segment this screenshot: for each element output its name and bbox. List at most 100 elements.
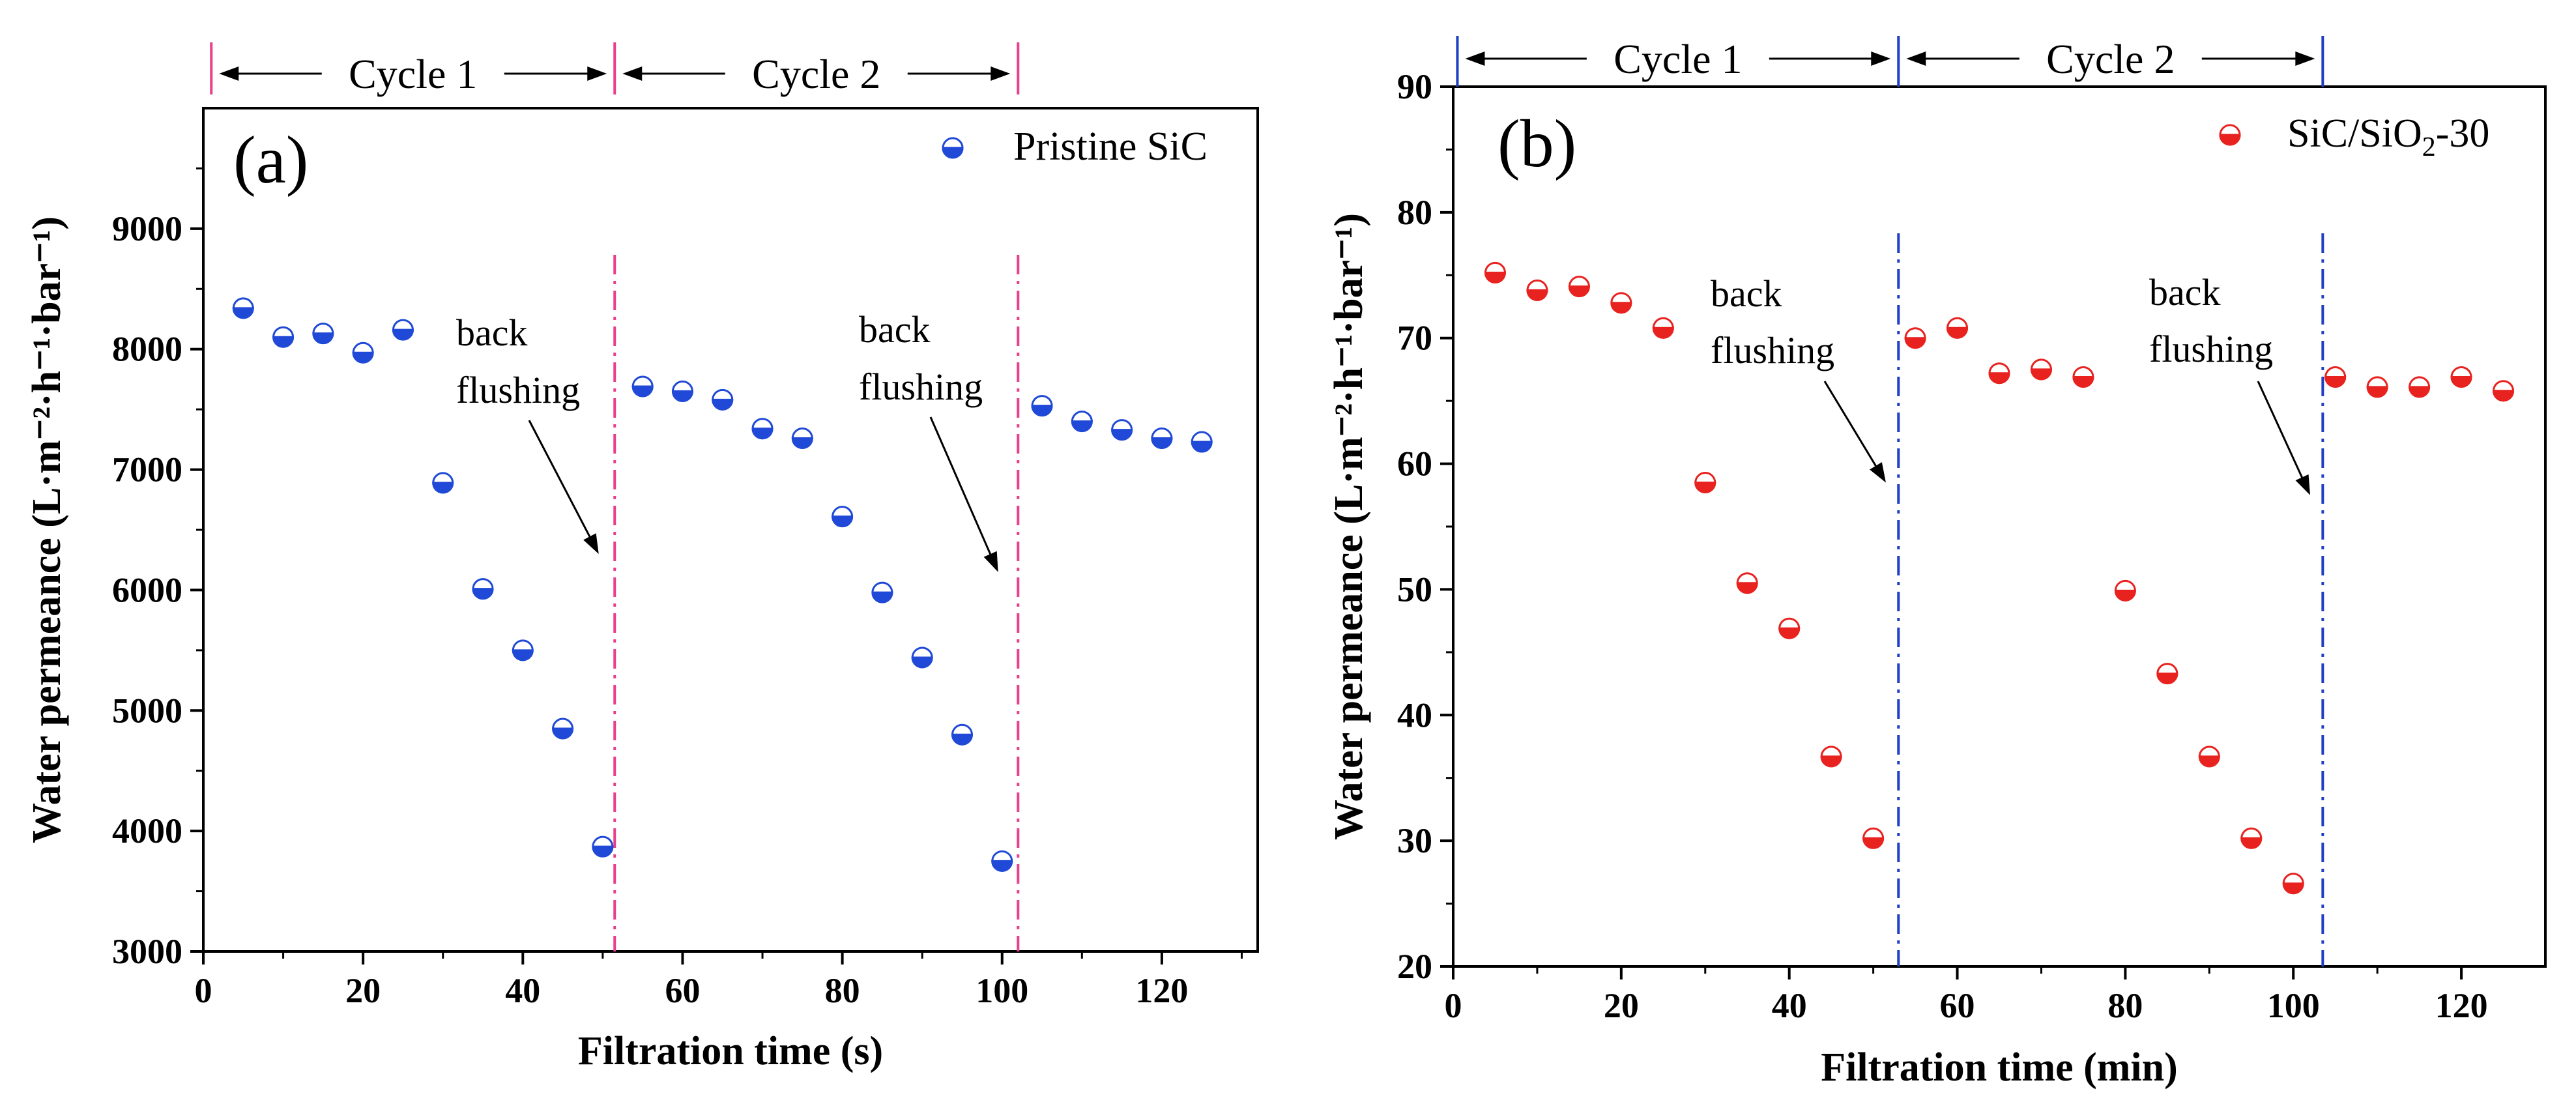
- x-axis-title: Filtration time (min): [1821, 1045, 2178, 1090]
- legend-label: SiC/SiO2-30: [2287, 111, 2489, 162]
- data-point: [1988, 362, 2010, 384]
- x-tick-label: 120: [1135, 971, 1188, 1010]
- cycle-label: Cycle 1: [349, 51, 477, 97]
- data-point: [1904, 327, 1926, 349]
- cycle-arrow-right-head: [1871, 51, 1891, 66]
- data-point-fill: [1694, 482, 1716, 493]
- data-point: [472, 578, 494, 600]
- y-tick-label: 30: [1397, 821, 1432, 860]
- x-axis-title: Filtration time (s): [578, 1029, 883, 1073]
- cycle-arrow-left: [622, 66, 725, 81]
- chart-panel-a: 0 20 40 60 80 100 120 3000 4000 5000 6000 7000 8000 9…: [25, 42, 1259, 1073]
- data-point-fill: [1526, 289, 1548, 301]
- data-point-fill: [712, 398, 734, 411]
- data-point: [512, 639, 534, 661]
- x-tick-label: 40: [505, 971, 540, 1010]
- data-point: [751, 418, 774, 440]
- y-tick-label: 20: [1397, 947, 1432, 986]
- data-point: [2450, 366, 2472, 388]
- x-tick-label: 60: [665, 971, 700, 1010]
- data-point: [791, 428, 813, 450]
- data-point-fill: [1191, 441, 1213, 453]
- data-point-fill: [2240, 837, 2263, 849]
- data-point-fill: [1610, 302, 1632, 314]
- data-point-fill: [2450, 376, 2472, 388]
- data-point: [1191, 431, 1213, 453]
- data-point: [2072, 366, 2094, 388]
- data-point-fill: [671, 390, 693, 402]
- x-tick-label: 40: [1772, 986, 1807, 1025]
- cycle-arrow-left-head: [622, 66, 643, 81]
- annotation-line2: flushing: [859, 366, 983, 408]
- data-point-fill: [352, 351, 374, 364]
- data-point-fill: [2156, 673, 2178, 685]
- data-point-fill: [1652, 326, 1674, 339]
- data-point: [392, 319, 414, 341]
- data-point: [631, 375, 654, 398]
- data-point: [1526, 279, 1548, 301]
- annotation-arrow: [528, 420, 599, 554]
- y-axis-title: Water permeance (L·m⁻²·h⁻¹·bar⁻¹): [25, 216, 69, 843]
- data-point: [2240, 827, 2263, 849]
- data-point-fill: [312, 332, 334, 345]
- legend-marker: [2219, 124, 2241, 146]
- x-tick-label: 80: [2107, 986, 2143, 1025]
- cycle-arrow-left-head: [219, 66, 239, 81]
- data-point: [432, 472, 454, 494]
- data-point: [1694, 472, 1716, 493]
- annotation-line2: flushing: [2149, 328, 2273, 370]
- y-tick-label: 7000: [112, 450, 182, 489]
- annotation-line1: back: [2149, 271, 2221, 313]
- data-point-fill: [472, 588, 494, 600]
- data-point-fill: [751, 428, 774, 440]
- cycle-arrow-left: [219, 66, 322, 81]
- x-tick-label: 60: [1940, 986, 1975, 1025]
- data-point: [1484, 261, 1506, 283]
- annotation-arrow-head: [1870, 462, 1886, 483]
- data-point: [1736, 572, 1758, 594]
- data-point-fill: [2366, 386, 2388, 398]
- annotation-line2: flushing: [1711, 329, 1834, 371]
- y-tick-label: 8000: [112, 330, 182, 369]
- data-point: [2409, 376, 2431, 398]
- annotation-line1: back: [1711, 272, 1782, 315]
- annotation-arrow: [2257, 381, 2311, 495]
- legend-marker: [942, 137, 964, 159]
- data-point-fill: [232, 307, 254, 319]
- data-point-fill: [911, 656, 933, 669]
- plot-frame: [1452, 85, 2547, 968]
- panel-label: (a): [233, 123, 308, 197]
- data-point: [671, 380, 693, 402]
- data-point: [352, 341, 374, 364]
- data-point-fill: [1862, 837, 1885, 849]
- data-point-fill: [1988, 372, 2010, 384]
- data-point: [871, 581, 893, 603]
- annotation-arrow: [929, 416, 998, 572]
- annotation-arrow: [1823, 381, 1886, 483]
- data-point-fill: [2282, 882, 2304, 895]
- data-point: [1151, 428, 1173, 450]
- cycle-arrow-right-head: [2295, 51, 2315, 66]
- legend-marker-fill: [942, 147, 964, 159]
- data-point-fill: [2409, 386, 2431, 398]
- data-point: [832, 506, 854, 528]
- data-point: [1862, 827, 1885, 849]
- annotation-line1: back: [456, 312, 528, 354]
- data-point-fill: [1151, 437, 1173, 449]
- data-point-fill: [1946, 326, 1969, 339]
- legend-label-main: SiC/SiO: [2287, 111, 2422, 156]
- data-point-fill: [871, 591, 893, 603]
- legend-label-tail: -30: [2436, 111, 2490, 156]
- x-tick-label: 0: [1445, 986, 1462, 1025]
- cycle-label: Cycle 1: [1614, 36, 1742, 82]
- data-point-fill: [1904, 337, 1926, 349]
- data-point: [1820, 746, 1842, 768]
- data-point-fill: [1820, 755, 1842, 768]
- cycle-arrow-left-head: [1465, 51, 1485, 66]
- y-tick-label: 90: [1397, 67, 1432, 106]
- data-point-fill: [272, 336, 295, 348]
- y-tick-label: 3000: [112, 932, 182, 971]
- legend-label: Pristine SiC: [1013, 124, 1208, 169]
- cycle-arrow-left: [1465, 51, 1587, 66]
